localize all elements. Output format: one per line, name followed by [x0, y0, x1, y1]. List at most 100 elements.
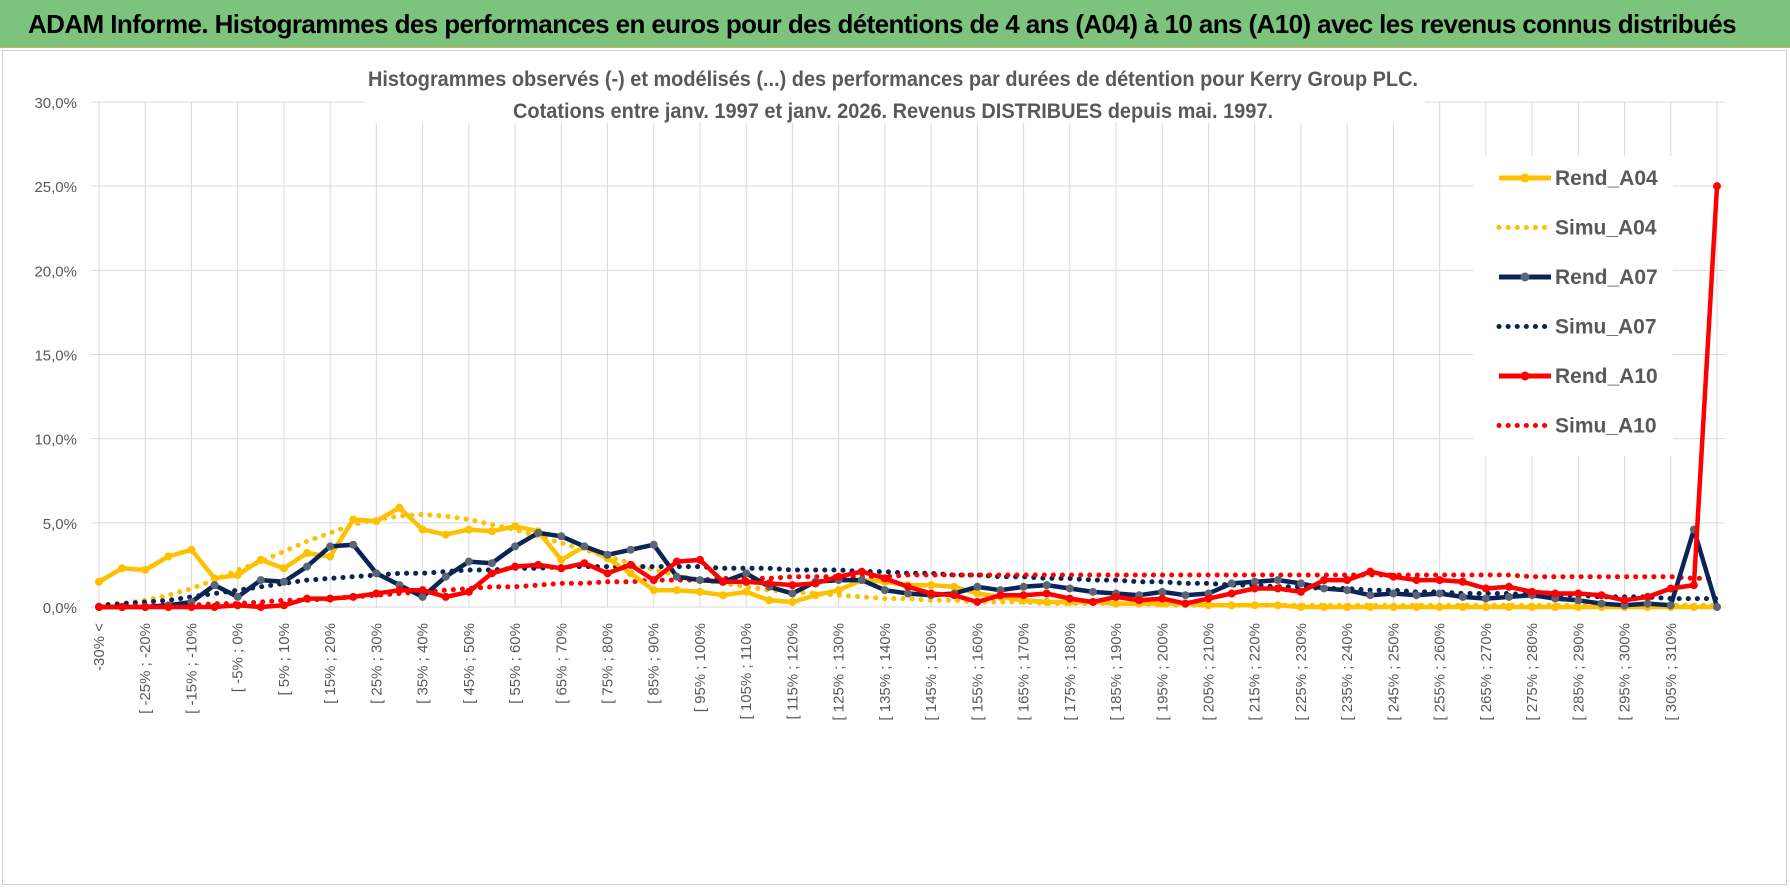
- x-tick-label: [ 305% ; 310%: [1663, 623, 1680, 721]
- x-tick-label: [ 145% ; 150%: [923, 623, 940, 721]
- data-point: [1227, 601, 1236, 610]
- data-point: [973, 597, 982, 606]
- x-tick-label: [ 15% ; 20%: [322, 623, 339, 704]
- data-point: [626, 560, 635, 569]
- x-tick-label: [ 155% ; 160%: [969, 623, 986, 721]
- data-point: [1366, 591, 1375, 600]
- x-tick-label: [ 245% ; 250%: [1385, 623, 1402, 721]
- series-rend-a07: [95, 525, 1721, 611]
- data-point: [279, 577, 288, 586]
- x-tick-label: [ 215% ; 220%: [1247, 623, 1264, 721]
- x-tick-label: [ 175% ; 180%: [1062, 623, 1079, 721]
- data-point: [1481, 594, 1490, 603]
- data-point: [603, 569, 612, 578]
- data-point: [580, 559, 589, 568]
- data-point: [1135, 596, 1144, 605]
- legend-label: Simu_A10: [1555, 415, 1657, 438]
- data-point: [1713, 182, 1721, 191]
- legend-item: Simu_A10: [1496, 415, 1657, 438]
- legend-label: Simu_A04: [1555, 217, 1657, 240]
- data-point: [719, 591, 728, 600]
- data-point: [742, 587, 751, 596]
- histogram-chart: Histogrammes observés (-) et modélisés (…: [34, 61, 1725, 721]
- data-point: [719, 577, 728, 586]
- data-point: [1042, 581, 1051, 590]
- data-point: [603, 550, 612, 559]
- legend-label: Rend_A07: [1555, 266, 1658, 289]
- data-point: [996, 591, 1005, 600]
- data-point: [233, 592, 242, 601]
- data-point: [511, 542, 520, 551]
- data-point: [210, 603, 219, 611]
- data-point: [811, 591, 820, 600]
- data-point: [256, 576, 265, 585]
- data-point: [1504, 603, 1513, 611]
- data-point: [441, 530, 450, 539]
- legend-marker: [1520, 371, 1530, 381]
- data-point: [1088, 597, 1097, 606]
- data-point: [1088, 587, 1097, 596]
- y-tick-label: 25,0%: [34, 179, 77, 196]
- data-point: [788, 589, 797, 598]
- data-point: [880, 586, 889, 595]
- data-point: [141, 603, 150, 611]
- x-tick-label: [ 45% ; 50%: [461, 623, 478, 704]
- data-point: [326, 552, 335, 561]
- data-point: [1574, 603, 1583, 611]
- data-point: [1042, 597, 1051, 606]
- data-point: [1366, 567, 1375, 576]
- legend-item: Simu_A07: [1496, 316, 1657, 339]
- series-line: [96, 572, 1720, 610]
- x-axis-ticks: -30% < [ -25% ; -20% [ -15% ; -10% [ -5% ; …: [91, 623, 1680, 721]
- data-point: [1643, 592, 1652, 601]
- data-point: [857, 567, 866, 576]
- x-tick-label: [ 255% ; 260%: [1432, 623, 1449, 721]
- x-tick-label: [ 35% ; 40%: [415, 623, 432, 704]
- data-point: [904, 582, 912, 591]
- y-axis-ticks: 0,0% 5,0% 10,0% 15,0% 20,0% 25,0% 30,0%: [34, 95, 77, 617]
- data-point: [210, 581, 219, 590]
- data-point: [695, 555, 704, 564]
- data-point: [1273, 584, 1282, 593]
- y-tick-label: 20,0%: [34, 263, 77, 280]
- data-point: [1597, 599, 1606, 608]
- data-point: [95, 577, 103, 586]
- data-point: [118, 603, 127, 611]
- data-point: [626, 545, 635, 554]
- data-point: [1343, 603, 1352, 611]
- title-background: [365, 61, 1425, 123]
- data-point: [1320, 584, 1329, 593]
- data-point: [672, 557, 681, 566]
- legend-item: Rend_A04: [1499, 167, 1658, 190]
- data-point: [372, 589, 381, 598]
- y-tick-label: 30,0%: [34, 95, 77, 112]
- data-point: [1666, 601, 1675, 610]
- data-point: [233, 571, 242, 580]
- x-tick-label: [ 85% ; 90%: [646, 623, 663, 704]
- data-point: [1551, 603, 1560, 611]
- data-point: [1389, 603, 1398, 611]
- data-point: [1343, 576, 1352, 585]
- data-point: [349, 592, 358, 601]
- data-point: [1204, 601, 1213, 610]
- legend-marker: [1520, 272, 1530, 282]
- y-tick-label: 5,0%: [43, 516, 77, 533]
- legend-label: Simu_A07: [1555, 316, 1657, 339]
- data-point: [1112, 592, 1121, 601]
- data-point: [1227, 579, 1236, 588]
- data-point: [418, 586, 427, 595]
- data-point: [1227, 589, 1236, 598]
- data-point: [1643, 599, 1652, 608]
- data-point: [1412, 603, 1421, 611]
- data-point: [1181, 591, 1190, 600]
- data-point: [1158, 587, 1167, 596]
- data-point: [1204, 594, 1213, 603]
- series-rend-a10: [95, 182, 1721, 611]
- data-point: [210, 574, 219, 583]
- data-point: [256, 603, 265, 611]
- legend-item: Rend_A07: [1499, 266, 1658, 289]
- data-point: [487, 569, 496, 578]
- data-point: [256, 555, 265, 564]
- data-point: [1019, 582, 1028, 591]
- data-point: [1412, 591, 1421, 600]
